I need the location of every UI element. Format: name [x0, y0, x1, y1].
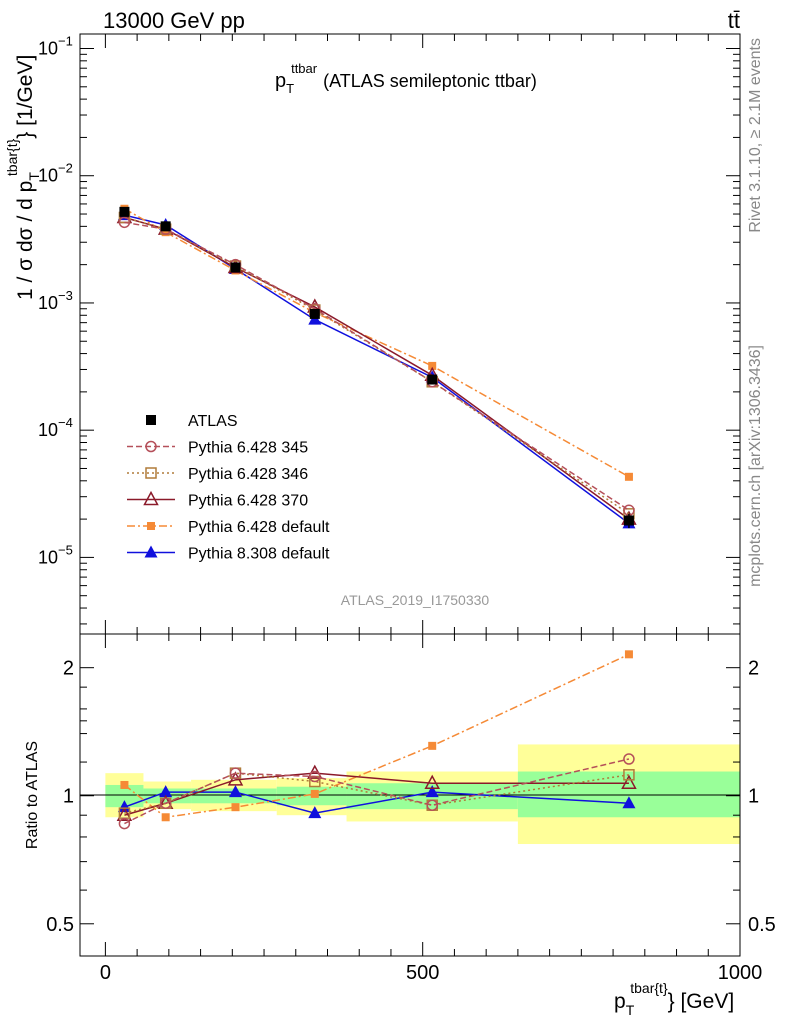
ratio-y-tick-label: 1 — [63, 786, 74, 808]
x-tick-label: 500 — [406, 962, 439, 984]
point-atlas — [623, 515, 634, 526]
legend-marker-pythia-6-428-default — [147, 522, 155, 530]
x-tick-label: 1000 — [718, 962, 763, 984]
ratio-y-tick-label: 0.5 — [46, 914, 74, 936]
ratio-line-pythia-6-428-default — [123, 653, 630, 819]
ratio-point-pythia-8-308-default — [425, 785, 439, 798]
ratio-point-pythia-6-428-370 — [621, 774, 637, 789]
ratio-point-pythia-6-428-default — [120, 780, 129, 789]
point-pythia-6-428-default — [161, 228, 170, 237]
ratio-point-pythia-6-428-370 — [116, 806, 133, 821]
ratio-point-pythia-6-428-default — [231, 803, 240, 812]
ratio-plot-frame — [79, 633, 741, 957]
series-line-pythia-6-428-default — [124, 208, 630, 478]
x-axis-label-sub: T — [626, 1002, 635, 1018]
x-axis-label-main: p — [614, 990, 626, 1013]
y-tick-label: 10−3 — [38, 288, 73, 313]
main-y-axis-label-sup: tbar{t} — [4, 138, 20, 176]
legend-marker-pythia-8-308-default — [144, 545, 158, 558]
ratio-point-pythia-6-428-default — [161, 813, 170, 822]
ratio-y-tick-label-right: 2 — [748, 658, 759, 680]
main-y-axis-label-sub: T — [26, 172, 42, 181]
point-atlas — [309, 308, 320, 319]
ratio-plot-panel: 0.5 0.5 1 1 2 2 0 500 1000 Ratio to ATLAS pTtbar… — [24, 633, 776, 1018]
energy-label: 13000 GeV pp — [103, 8, 245, 33]
main-axis-ticks: 10−1 10−2 10−3 10−4 10−5 — [38, 33, 741, 634]
point-atlas — [230, 262, 241, 273]
mcplots-text: mcplots.cern.ch [arXiv:1306.3436] — [747, 345, 764, 587]
main-plot-frame — [79, 33, 741, 635]
point-atlas — [119, 206, 130, 217]
ratio-y-tick-label: 2 — [63, 658, 74, 680]
main-plot-marks — [116, 204, 637, 529]
ratio-point-pythia-6-428-default — [310, 789, 319, 798]
ratio-line-pythia-8-308-default — [124, 791, 629, 814]
ratio-point-pythia-8-308-default — [308, 806, 322, 819]
x-axis-label-unit: } [GeV] — [668, 990, 735, 1013]
main-plot-panel: 10−110−210−310−410−5 pTttbar(ATLAS semil… — [4, 33, 741, 635]
ratio-point-pythia-6-428-345 — [623, 753, 635, 765]
y-tick-label: 10−2 — [38, 161, 73, 186]
ratio-point-pythia-6-428-default — [428, 741, 437, 750]
series-line-pythia-8-308-default — [124, 214, 630, 525]
ratio-line-pythia-6-428-345 — [124, 758, 630, 825]
y-tick-label: 10−4 — [38, 415, 73, 440]
x-axis-label: pTtbar{t}} [GeV] — [614, 980, 734, 1018]
legend-marker-atlas — [146, 415, 156, 425]
ratio-y-axis-label: Ratio to ATLAS — [24, 741, 41, 849]
y-tick-label: 10−1 — [38, 33, 73, 58]
ratio-point-pythia-6-428-345 — [159, 797, 172, 810]
legend: ATLAS Pythia 6.428 345 Pythia 6.428 346 Pyt… — [127, 413, 330, 563]
process-label: tt̄ — [728, 8, 740, 33]
analysis-watermark: ATLAS_2019_I1750330 — [341, 592, 490, 608]
x-tick-label: 0 — [100, 962, 111, 984]
point-pythia-6-428-345 — [118, 216, 131, 229]
ratio-point-pythia-6-428-345 — [426, 799, 438, 811]
ratio-y-tick-label-right: 1 — [748, 786, 759, 808]
ratio-point-pythia-6-428-370 — [424, 774, 440, 789]
plot-title: pTttbar (ATLAS semileptonic ttbar) — [275, 61, 537, 96]
ratio-point-pythia-8-308-default — [117, 800, 131, 813]
point-atlas — [427, 374, 438, 385]
point-atlas — [160, 221, 171, 232]
main-y-axis-label: 1 / σ dσ / d pTtbar{t}} [1/GeV] — [4, 55, 42, 300]
legend-label-pythia-6-428-370: Pythia 6.428 370 — [188, 493, 308, 510]
legend-label-pythia-8-308-default: Pythia 8.308 default — [188, 546, 330, 563]
point-pythia-6-428-default — [428, 361, 437, 370]
legend-marker-pythia-6-428-370 — [143, 490, 159, 506]
ratio-plot-marks — [116, 650, 637, 830]
ratio-band-inner — [105, 784, 144, 808]
ratio-point-pythia-6-428-default — [624, 650, 633, 659]
ratio-axis-ticks: 0.5 0.5 1 1 2 2 0 500 1000 — [46, 634, 776, 984]
x-axis-label-sup: tbar{t} — [630, 980, 668, 996]
ratio-band-inner — [517, 771, 740, 818]
ratio-line-pythia-6-428-346 — [124, 772, 630, 814]
main-y-axis-label-main: 1 / σ dσ / d p — [14, 181, 37, 300]
plot-title-rest: (ATLAS semileptonic ttbar) — [323, 71, 537, 91]
ratio-point-pythia-8-308-default — [228, 785, 242, 798]
plot-title-sub: T — [286, 81, 294, 96]
y-tick-label: 10−5 — [38, 542, 73, 567]
plot-title-sup: ttbar — [291, 61, 318, 76]
main-y-axis-label-unit: } [1/GeV] — [14, 55, 37, 139]
ratio-point-pythia-6-428-345 — [309, 770, 321, 783]
series-line-pythia-6-428-345 — [124, 221, 630, 511]
ratio-y-tick-label-right: 0.5 — [748, 914, 776, 936]
plot-title-main: p — [275, 70, 286, 92]
legend-label-atlas: ATLAS — [188, 413, 238, 430]
ratio-point-pythia-8-308-default — [159, 785, 173, 798]
legend-marker-pythia-6-428-345 — [145, 440, 157, 453]
legend-marker-pythia-6-428-346 — [145, 467, 157, 479]
ratio-point-pythia-6-428-346 — [623, 769, 635, 781]
ratio-point-pythia-6-428-345 — [118, 817, 131, 830]
ratio-point-pythia-8-308-default — [622, 796, 636, 809]
legend-label-pythia-6-428-345: Pythia 6.428 345 — [188, 440, 308, 457]
rivet-version-text: Rivet 3.1.10, ≥ 2.1M events — [747, 38, 764, 233]
ratio-point-pythia-6-428-345 — [229, 767, 242, 779]
legend-label-pythia-6-428-346: Pythia 6.428 346 — [188, 466, 308, 483]
legend-label-pythia-6-428-default: Pythia 6.428 default — [188, 519, 330, 536]
point-pythia-6-428-default — [624, 472, 633, 481]
series-line-pythia-6-428-346 — [124, 216, 630, 515]
